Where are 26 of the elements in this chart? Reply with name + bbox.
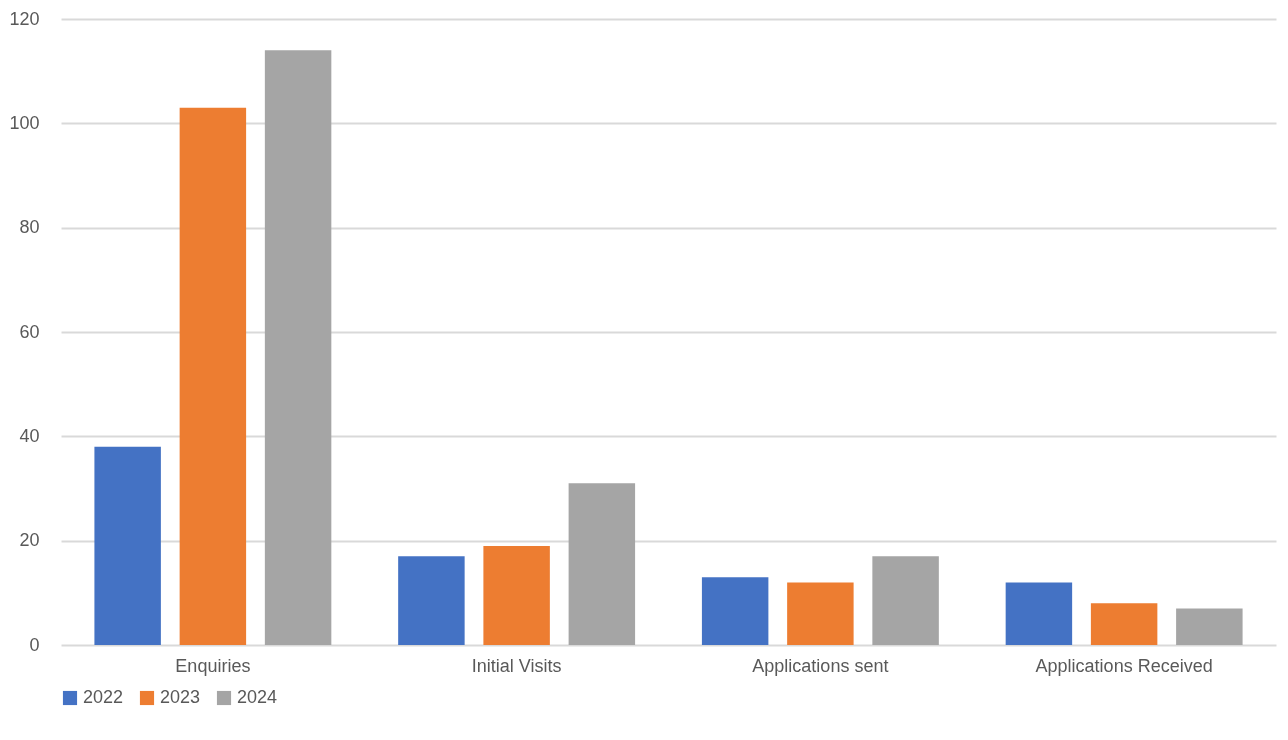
legend-label: 2022 [83, 687, 124, 707]
bar [264, 50, 332, 645]
legend-label: 2024 [237, 687, 278, 707]
bar [94, 446, 161, 645]
y-tick-label: 100 [9, 112, 40, 133]
bar [872, 556, 939, 645]
bar [701, 577, 769, 645]
bar [1176, 608, 1243, 645]
bar [1090, 603, 1158, 645]
y-tick-label: 80 [19, 217, 40, 238]
bar [787, 582, 854, 645]
y-tick-label: 0 [29, 634, 40, 655]
y-tick-label: 120 [9, 8, 40, 29]
x-tick-label: Enquiries [175, 655, 251, 676]
x-tick-label: Applications sent [752, 655, 889, 676]
y-tick-label: 20 [19, 530, 40, 551]
x-tick-label: Applications Received [1035, 655, 1213, 676]
bar [1005, 582, 1073, 645]
bar [483, 545, 550, 645]
bar [179, 107, 247, 645]
bar [398, 556, 465, 645]
y-tick-label: 40 [19, 425, 40, 446]
bar [568, 483, 636, 645]
legend-label: 2023 [160, 687, 201, 707]
x-tick-label: Initial Visits [471, 655, 562, 676]
y-tick-label: 60 [19, 321, 40, 342]
